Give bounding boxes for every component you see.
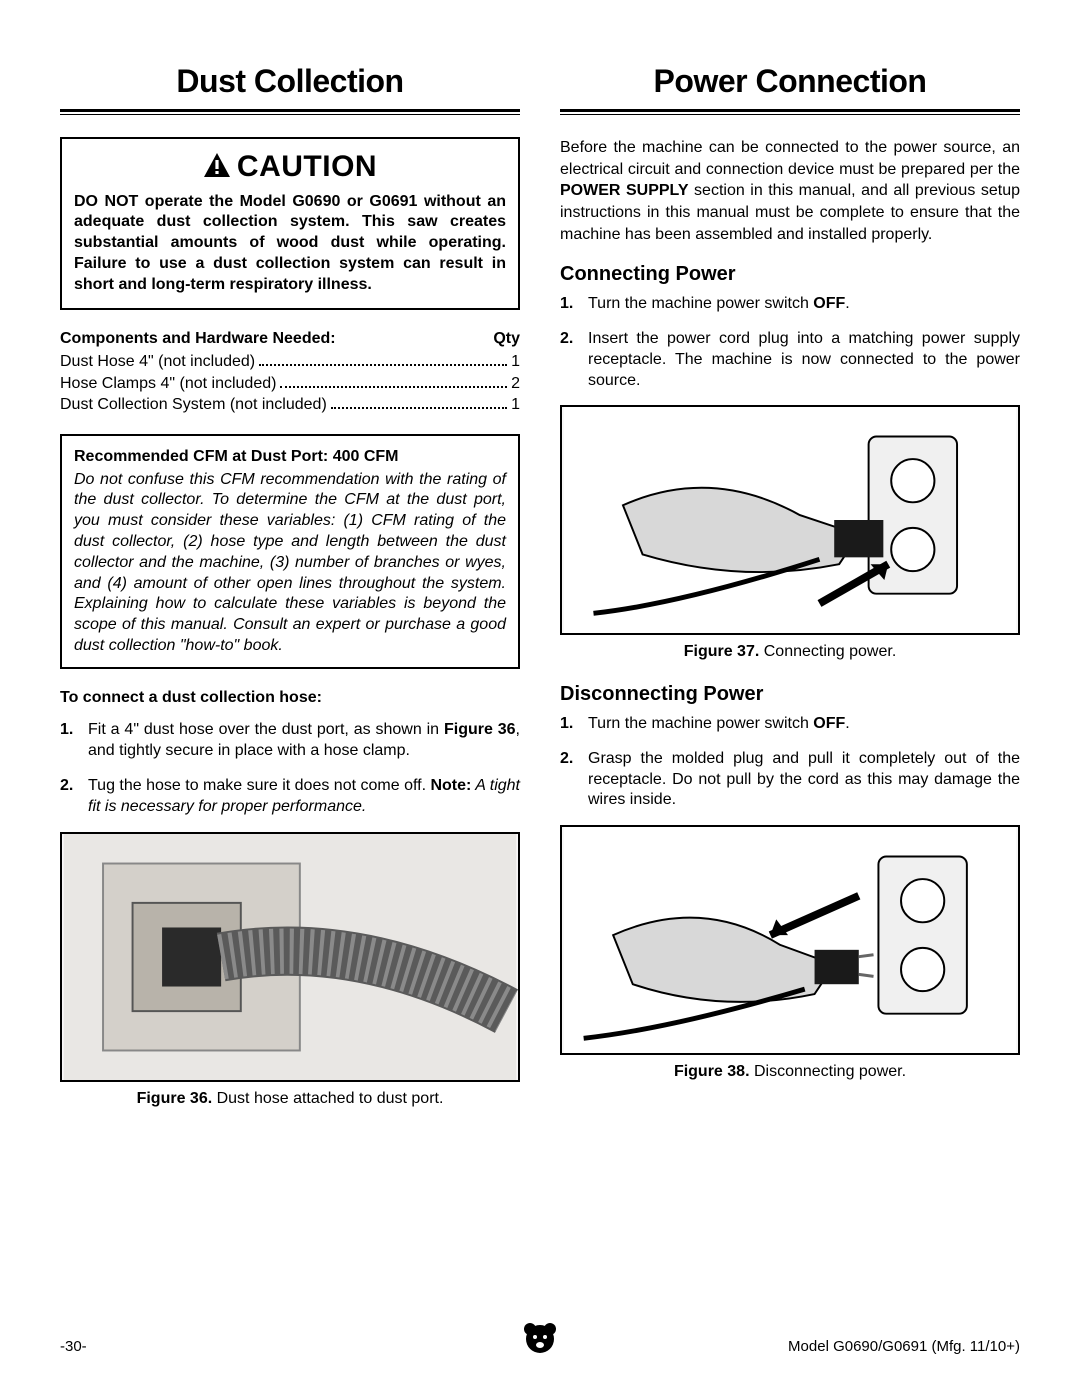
plug-in-illustration-icon [562,407,1018,633]
figure-37-image [560,405,1020,635]
dust-steps-list: Fit a 4" dust hose over the dust port, a… [60,720,520,817]
page-footer: -30- Model G0690/G0691 (Mfg. 11/10+) [60,1337,1020,1357]
cfm-body: Do not confuse this CFM recommendation w… [74,470,506,657]
off-label: OFF [813,715,845,732]
step-text: Turn the machine power switch [588,295,813,312]
power-intro: Before the machine can be connected to t… [560,137,1020,245]
step-text: . [845,715,849,732]
list-item: Tug the hose to make sure it does not co… [60,776,520,818]
caution-header: CAUTION [74,147,506,188]
figure-number: Figure 38. [674,1063,750,1080]
component-qty: 2 [511,373,520,395]
bear-logo-icon [520,1317,560,1363]
components-header-label: Components and Hardware Needed: [60,328,336,350]
rule-thick [60,109,520,112]
connecting-steps-list: Turn the machine power switch OFF. Inser… [560,294,1020,391]
step-text: Insert the power cord plug into a matchi… [588,330,1020,389]
model-info: Model G0690/G0691 (Mfg. 11/10+) [788,1337,1020,1357]
component-qty: 1 [511,351,520,373]
dust-collection-title: Dust Collection [60,60,520,103]
intro-text: Before the machine can be connected to t… [560,139,1020,178]
component-label: Dust Hose 4" (not included) [60,351,255,373]
rule-thick [560,109,1020,112]
caution-box: CAUTION DO NOT operate the Model G0690 o… [60,137,520,309]
figure-37-caption: Figure 37. Connecting power. [560,641,1020,663]
list-item: Insert the power cord plug into a matchi… [560,329,1020,391]
step-text: . [845,295,849,312]
connect-hose-heading: To connect a dust collection hose: [60,687,520,709]
figure-number: Figure 36. [137,1090,213,1107]
cfm-title: Recommended CFM at Dust Port: 400 CFM [74,446,506,468]
figure-caption-text: Connecting power. [759,643,896,660]
list-item: Grasp the molded plug and pull it comple… [560,749,1020,811]
step-text: Tug the hose to make sure it does not co… [88,777,430,794]
list-item: Turn the machine power switch OFF. [560,294,1020,315]
dots [280,386,507,388]
component-row: Hose Clamps 4" (not included) 2 [60,373,520,395]
list-item: Turn the machine power switch OFF. [560,714,1020,735]
components-header: Components and Hardware Needed: Qty [60,328,520,350]
intro-bold: POWER SUPPLY [560,182,689,199]
figure-caption-text: Disconnecting power. [750,1063,907,1080]
cfm-box: Recommended CFM at Dust Port: 400 CFM Do… [60,434,520,669]
component-label: Hose Clamps 4" (not included) [60,373,276,395]
component-label: Dust Collection System (not included) [60,394,327,416]
figure-ref: Figure 36 [444,721,516,738]
dots [259,364,507,366]
left-column: Dust Collection CAUTION DO NOT operate t… [60,60,520,1127]
component-row: Dust Hose 4" (not included) 1 [60,351,520,373]
disconnecting-power-heading: Disconnecting Power [560,681,1020,708]
dust-hose-illustration-icon [62,834,518,1080]
dots [331,407,507,409]
list-item: Fit a 4" dust hose over the dust port, a… [60,720,520,762]
figure-36-image [60,832,520,1082]
page-columns: Dust Collection CAUTION DO NOT operate t… [60,60,1020,1127]
power-connection-title: Power Connection [560,60,1020,103]
off-label: OFF [813,295,845,312]
figure-number: Figure 37. [684,643,760,660]
figure-caption-text: Dust hose attached to dust port. [212,1090,443,1107]
note-label: Note: [430,777,471,794]
figure-36-caption: Figure 36. Dust hose attached to dust po… [60,1088,520,1110]
right-column: Power Connection Before the machine can … [560,60,1020,1127]
step-text: Fit a 4" dust hose over the dust port, a… [88,721,444,738]
connecting-power-heading: Connecting Power [560,261,1020,288]
unplug-illustration-icon [562,827,1018,1053]
component-row: Dust Collection System (not included) 1 [60,394,520,416]
step-text: Turn the machine power switch [588,715,813,732]
page-number: -30- [60,1337,87,1357]
figure-38-caption: Figure 38. Disconnecting power. [560,1061,1020,1083]
figure-38-image [560,825,1020,1055]
rule-thin [60,114,520,115]
disconnecting-steps-list: Turn the machine power switch OFF. Grasp… [560,714,1020,811]
caution-label: CAUTION [237,150,377,183]
rule-thin [560,114,1020,115]
step-text: Grasp the molded plug and pull it comple… [588,750,1020,809]
warning-icon [203,152,231,178]
component-qty: 1 [511,394,520,416]
components-header-qty: Qty [493,328,520,350]
caution-body: DO NOT operate the Model G0690 or G0691 … [74,192,506,296]
